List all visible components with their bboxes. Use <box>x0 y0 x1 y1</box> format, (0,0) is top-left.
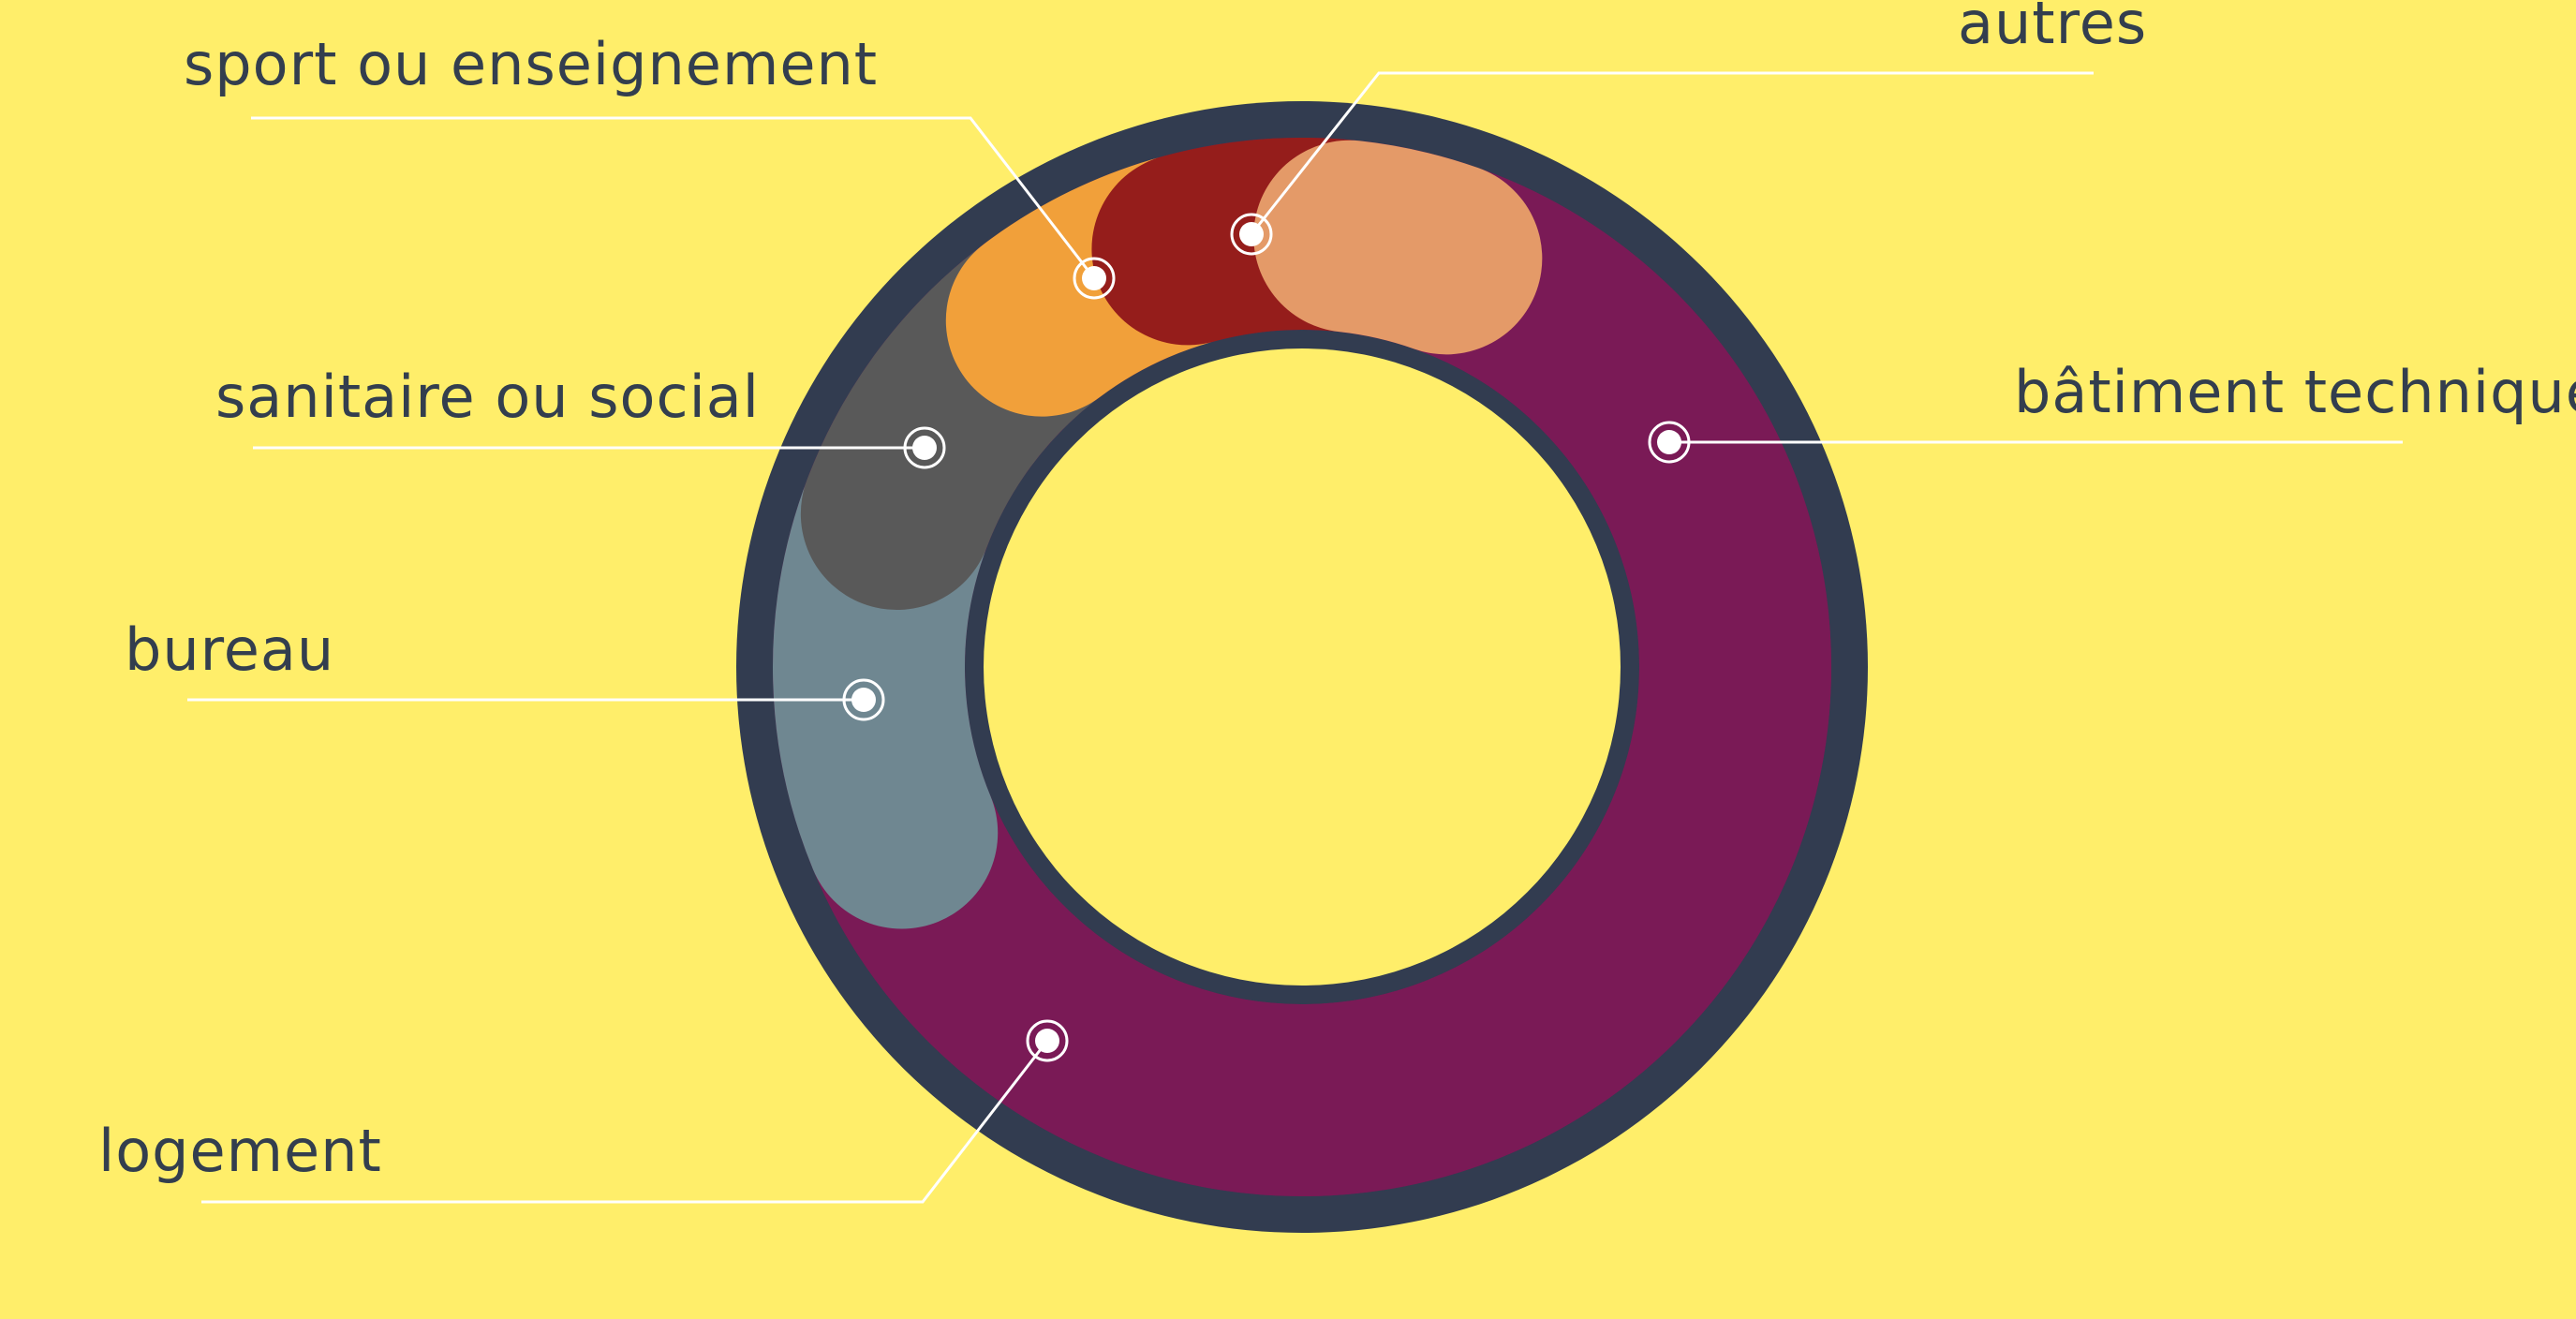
marker-ring-bureau <box>842 678 885 721</box>
leader-lines-layer <box>187 71 2403 1204</box>
marker-dot-logement <box>1035 1029 1059 1053</box>
label-bureau: bureau <box>125 615 334 684</box>
leader-line-sport-ou-enseignement <box>251 116 1096 279</box>
label-logement: logement <box>98 1117 382 1185</box>
slice-autres <box>1253 140 1543 355</box>
marker-dot-sanitaire-ou-social <box>912 436 937 460</box>
labels-layer: bâtiment technique logement bureau sanitair… <box>98 0 2576 1185</box>
slices-layer <box>773 138 1831 1196</box>
label-sport-ou-enseignement: sport ou enseignement <box>184 30 878 98</box>
label-batiment-technique: bâtiment technique <box>2014 358 2576 426</box>
marker-dot-sport-ou-enseignement <box>1082 266 1106 290</box>
marker-ring-batiment-technique <box>1648 421 1691 464</box>
marker-dot-bureau <box>851 688 876 712</box>
marker-dot-autres <box>1239 222 1264 246</box>
leader-line-autres <box>1250 71 2094 235</box>
donut-hole <box>984 348 1621 986</box>
marker-ring-sanitaire-ou-social <box>903 426 946 469</box>
marker-ring-logement <box>1026 1019 1069 1062</box>
label-autres: autres <box>1958 0 2147 57</box>
marker-dot-batiment-technique <box>1657 430 1681 454</box>
marker-ring-sport-ou-enseignement <box>1073 257 1116 300</box>
marker-ring-autres <box>1230 213 1273 256</box>
label-sanitaire-ou-social: sanitaire ou social <box>215 363 760 431</box>
slice-batiment-technique <box>809 165 1831 1196</box>
leader-line-logement <box>201 1040 1049 1204</box>
